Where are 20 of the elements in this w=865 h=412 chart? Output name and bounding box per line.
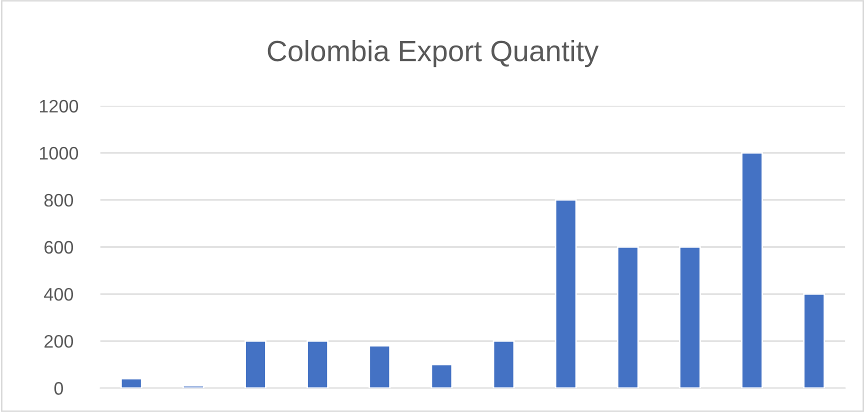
bar (554, 199, 577, 388)
y-tick-label: 600 (44, 240, 74, 254)
bar (430, 364, 453, 388)
bar (182, 385, 204, 388)
y-tick-label: 0 (54, 382, 63, 395)
y-tick-label: 1000 (40, 146, 78, 160)
y-tick-label: 800 (44, 194, 74, 207)
bar (741, 152, 763, 388)
y-tick-label: 1200 (40, 100, 78, 113)
bar (679, 246, 701, 388)
bar (306, 340, 328, 388)
y-tick-label: 400 (44, 288, 74, 301)
bar (616, 246, 639, 388)
y-tick-label: 200 (44, 335, 74, 348)
bar (803, 293, 826, 388)
bar (244, 340, 266, 388)
chart-title: Colombia Export Quantity (268, 40, 599, 68)
bar (492, 340, 515, 388)
bar (368, 345, 391, 388)
bar (120, 378, 142, 388)
